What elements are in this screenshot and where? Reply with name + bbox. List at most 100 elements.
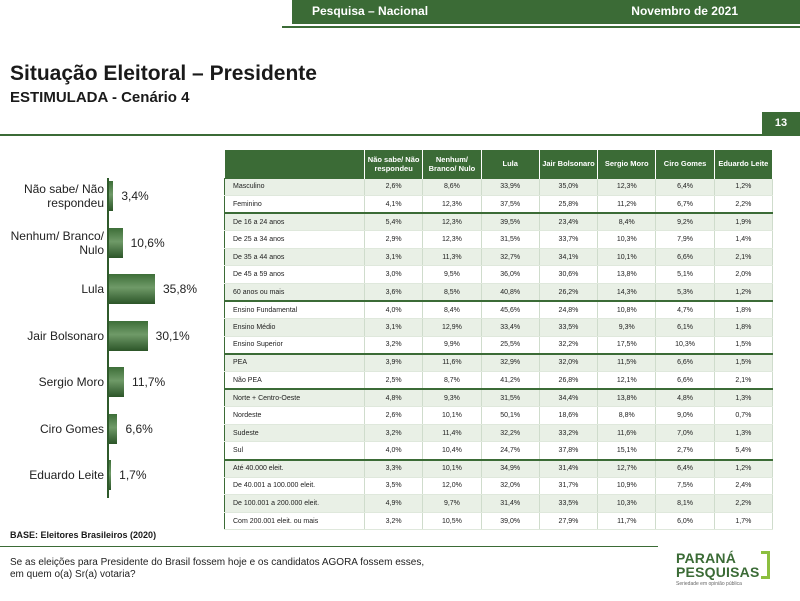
base-note: BASE: Eleitores Brasileiros (2020) [10, 530, 157, 540]
table-cell: 1,2% [714, 178, 774, 197]
table-cell: 34,4% [539, 388, 599, 408]
table-row: Norte + Centro-Oeste 4,8% 9,3% 31,5% 34,4% 13… [224, 388, 774, 408]
table-cell: 12,9% [422, 318, 482, 337]
table-cell: 3,9% [364, 352, 424, 373]
table-row: De 40.001 a 100.000 eleit. 3,5% 12,0% 32,0%… [224, 477, 774, 496]
row-label: Nordeste [224, 406, 365, 425]
table-cell: 4,8% [655, 388, 715, 408]
column-header: Ciro Gomes [655, 150, 715, 178]
bar-value-label: 30,1% [155, 328, 190, 343]
survey-question: Se as eleições para Presidente do Brasil… [10, 557, 460, 581]
logo-line-2: PESQUISAS [676, 564, 760, 580]
bar [109, 413, 118, 444]
row-label: De 16 a 24 anos [224, 212, 365, 232]
table-cell: 4,0% [364, 441, 424, 460]
bar-value-label: 3,4% [121, 189, 149, 203]
table-cell: 10,1% [422, 458, 482, 478]
row-label: PEA [224, 352, 365, 373]
table-cell: 15,1% [597, 441, 657, 460]
column-header: Não sabe/ Não respondeu [364, 150, 424, 178]
row-label: Feminino [224, 195, 365, 214]
table-cell: 11,2% [597, 195, 657, 214]
table-cell: 10,9% [597, 477, 657, 496]
table-cell: 41,2% [481, 371, 540, 390]
table-cell: 2,6% [364, 178, 424, 197]
bar-category-label: Jair Bolsonaro [27, 328, 104, 343]
page-subtitle: ESTIMULADA - Cenário 4 [10, 89, 190, 106]
table-row: Não PEA 2,5% 8,7% 41,2% 26,8% 12,1% 6,6% 2,1% [224, 371, 774, 390]
table-cell: 36,0% [481, 265, 540, 285]
table-cell: 8,4% [422, 300, 482, 320]
table-cell: 9,3% [422, 388, 482, 408]
segment-breakdown-table: Não sabe/ Não respondeu Nenhum/ Branco/ N… [224, 150, 774, 531]
bar-row: Sergio Moro 11,7% [0, 359, 230, 405]
table-row: 60 anos ou mais 3,6% 8,5% 40,8% 26,2% 14,3% 5,… [224, 283, 774, 302]
table-cell: 31,4% [481, 494, 540, 513]
footer-divider [0, 546, 658, 547]
table-cell: 1,2% [714, 458, 774, 478]
table-cell: 0,7% [714, 406, 774, 425]
table-cell: 12,0% [422, 477, 482, 496]
logo-bracket-icon [761, 551, 770, 579]
table-cell: 3,2% [364, 512, 424, 531]
column-header: Eduardo Leite [714, 150, 774, 178]
table-cell: 4,0% [364, 300, 424, 320]
row-label: De 25 a 34 anos [224, 230, 365, 249]
bar-category-label: Lula [81, 282, 104, 296]
table-cell: 31,7% [539, 477, 599, 496]
table-cell: 6,4% [655, 458, 715, 478]
table-cell: 31,4% [539, 458, 599, 478]
survey-label: Pesquisa – Nacional [312, 4, 429, 18]
table-cell: 1,9% [714, 212, 774, 232]
table-cell: 6,1% [655, 318, 715, 337]
table-cell: 10,8% [597, 300, 657, 320]
table-cell: 6,6% [655, 352, 715, 373]
table-cell: 5,4% [364, 212, 424, 232]
table-row: Nordeste 2,6% 10,1% 50,1% 18,6% 8,8% 9,0% 0,7% [224, 406, 774, 425]
table-cell: 23,4% [539, 212, 599, 232]
table-cell: 4,7% [655, 300, 715, 320]
table-row: Com 200.001 eleit. ou mais 3,2% 10,5% 39,0%… [224, 512, 774, 531]
table-cell: 3,2% [364, 336, 424, 355]
table-cell: 10,1% [597, 248, 657, 267]
table-cell: 6,6% [655, 248, 715, 267]
table-cell: 4,1% [364, 195, 424, 214]
table-cell: 1,4% [714, 230, 774, 249]
table-cell: 17,5% [597, 336, 657, 355]
bar-category-label: Nenhum/ Branco/ Nulo [10, 228, 104, 257]
table-cell: 2,4% [714, 477, 774, 496]
bar-category-label: Sergio Moro [38, 375, 104, 389]
row-label: 60 anos ou mais [224, 283, 365, 302]
bar-row: Nenhum/ Branco/ Nulo 10,6% [0, 220, 230, 266]
table-cell: 9,5% [422, 265, 482, 285]
table-cell: 33,5% [539, 318, 599, 337]
table-cell: 8,4% [597, 212, 657, 232]
table-cell: 50,1% [481, 406, 540, 425]
table-cell: 12,3% [422, 230, 482, 249]
chart-axis [107, 178, 109, 498]
table-cell: 12,3% [597, 178, 657, 197]
table-row: Sul 4,0% 10,4% 24,7% 37,8% 15,1% 2,7% 5,4% [224, 441, 774, 460]
table-cell: 26,2% [539, 283, 599, 302]
table-row: Sudeste 3,2% 11,4% 32,2% 33,2% 11,6% 7,0% 1,3% [224, 424, 774, 443]
table-cell: 7,0% [655, 424, 715, 443]
table-cell: 24,7% [481, 441, 540, 460]
table-cell: 3,2% [364, 424, 424, 443]
table-cell: 3,1% [364, 248, 424, 267]
table-cell: 9,3% [597, 318, 657, 337]
vote-intention-bar-chart: Não sabe/ Não respondeu 3,4% Nenhum/ Branc… [0, 160, 230, 500]
table-cell: 9,2% [655, 212, 715, 232]
table-cell: 5,3% [655, 283, 715, 302]
table-cell: 25,8% [539, 195, 599, 214]
table-cell: 8,8% [597, 406, 657, 425]
table-cell: 10,5% [422, 512, 482, 531]
table-cell: 40,8% [481, 283, 540, 302]
table-cell: 32,0% [539, 352, 599, 373]
table-cell: 33,5% [539, 494, 599, 513]
table-cell: 11,6% [597, 424, 657, 443]
table-row: Masculino 2,6% 8,6% 33,9% 35,0% 12,3% 6,4% 1,2% [224, 178, 774, 197]
bar-value-label: 1,7% [119, 468, 147, 482]
table-cell: 11,6% [422, 352, 482, 373]
table-cell: 35,0% [539, 178, 599, 197]
bar-value-label: 10,6% [130, 235, 165, 250]
